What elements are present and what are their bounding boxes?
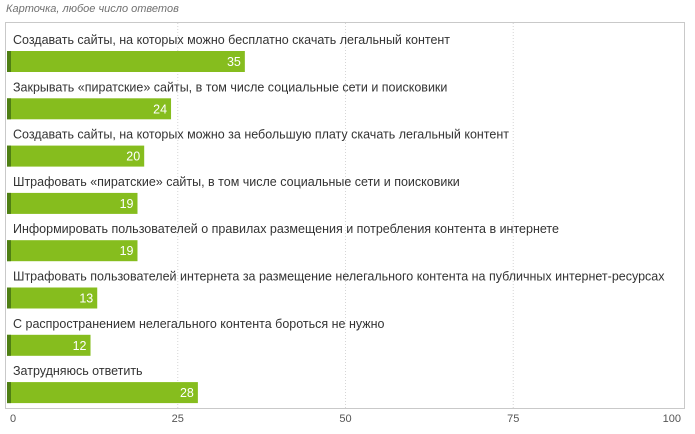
data-label: 35	[227, 55, 241, 69]
bar-accent	[7, 334, 11, 356]
category-label: С распространением нелегального контента…	[13, 317, 385, 331]
bar-accent	[7, 51, 11, 72]
data-label: 19	[120, 244, 134, 258]
data-label: 20	[126, 150, 140, 164]
data-label: 24	[153, 102, 167, 116]
bar	[7, 98, 172, 120]
bar	[7, 382, 198, 404]
chart-subtitle: Карточка, любое число ответов	[6, 3, 179, 15]
bar-accent	[7, 240, 11, 262]
category-label: Информировать пользователей о правилах р…	[13, 222, 559, 236]
bar-accent	[7, 192, 11, 214]
data-label: 12	[73, 339, 87, 353]
x-tick-label-100: 100	[663, 413, 681, 425]
data-label: 19	[120, 197, 134, 211]
category-label: Создавать сайты, на которых можно за неб…	[13, 128, 509, 142]
bar	[7, 145, 145, 167]
bar-accent	[7, 287, 11, 309]
bar-accent	[7, 145, 11, 167]
bar	[7, 334, 91, 356]
category-label: Закрывать «пиратские» сайты, в том числе…	[13, 80, 447, 94]
bar	[7, 192, 138, 214]
category-label: Штрафовать «пиратские» сайты, в том числ…	[13, 175, 460, 189]
bar	[7, 240, 138, 262]
x-tick-label-0: 0	[10, 413, 16, 425]
x-tick-label-75: 75	[507, 413, 519, 425]
data-label: 28	[180, 386, 194, 400]
x-tick-label-50: 50	[339, 413, 351, 425]
category-label: Создавать сайты, на которых можно беспла…	[13, 33, 450, 47]
bar-accent	[7, 98, 11, 120]
data-label: 13	[79, 292, 93, 306]
category-label: Затрудняюсь ответить	[13, 364, 143, 378]
bar	[7, 287, 98, 309]
bar-accent	[7, 382, 11, 404]
x-tick-label-25: 25	[172, 413, 184, 425]
category-label: Штрафовать пользователей интернета за ра…	[13, 270, 665, 284]
bar	[7, 51, 245, 72]
